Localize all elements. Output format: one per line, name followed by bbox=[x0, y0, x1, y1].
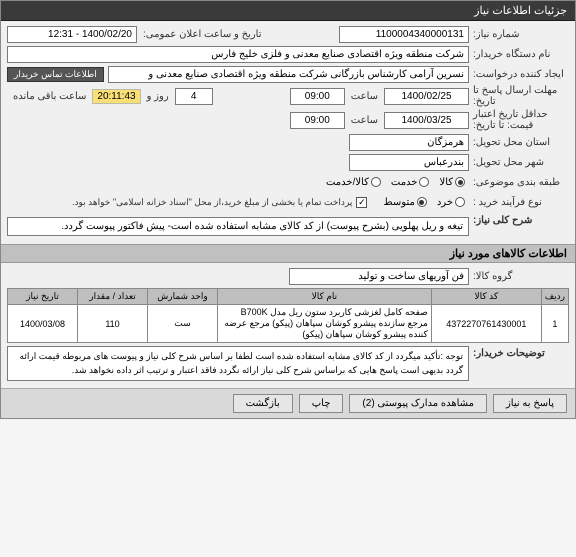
form-area: شماره نیاز: 1100004340000131 تاریخ و ساع… bbox=[1, 21, 575, 244]
window-title: جزئیات اطلاعات نیاز bbox=[474, 5, 567, 17]
label-general-desc: شرح کلی نیاز: bbox=[469, 215, 569, 226]
field-need-number: 1100004340000131 bbox=[339, 26, 469, 43]
field-creator: نسرین آرامی کارشناس بازرگانی شرکت منطقه … bbox=[108, 66, 469, 83]
radio-circle-icon bbox=[371, 177, 381, 187]
attachments-button[interactable]: مشاهده مدارک پیوستی (2) bbox=[349, 394, 487, 413]
field-valid-time: 09:00 bbox=[290, 112, 345, 129]
th-idx: ردیف bbox=[541, 289, 568, 305]
label-days: روز و bbox=[141, 91, 175, 102]
footer-buttons: پاسخ به نیاز مشاهده مدارک پیوستی (2) چاپ… bbox=[1, 388, 575, 418]
back-button[interactable]: بازگشت bbox=[233, 394, 293, 413]
cell-qty: 110 bbox=[78, 305, 148, 343]
label-need-number: شماره نیاز: bbox=[469, 29, 569, 40]
label-buyer-notes: توضیحات خریدار: bbox=[469, 346, 569, 359]
field-announce-dt: 1400/02/20 - 12:31 bbox=[7, 26, 137, 43]
items-area: گروه کالا: فن آوریهای ساخت و تولید ردیف … bbox=[1, 263, 575, 388]
label-deadline-valid: حداقل تاریخ اعتبار قیمت: تا تاریخ: bbox=[469, 109, 569, 131]
row-buy-type: نوع فرآیند خرید : خرد متوسط پرداخت تمام … bbox=[7, 193, 569, 211]
label-buyer-name: نام دستگاه خریدار: bbox=[469, 49, 569, 60]
label-grouping: طبقه بندی موضوعی: bbox=[469, 177, 569, 188]
th-date: تاریخ نیاز bbox=[8, 289, 78, 305]
row-creator: ایجاد کننده درخواست: نسرین آرامی کارشناس… bbox=[7, 65, 569, 83]
grouping-radiogroup: کالا خدمت کالا/خدمت bbox=[322, 177, 469, 188]
treasury-note: پرداخت تمام یا بخشی از مبلغ خرید،از محل … bbox=[72, 197, 356, 208]
buyer-notes-text: توجه :تأکید میگردد از کد کالای مشابه است… bbox=[7, 346, 469, 381]
label-item-group: گروه کالا: bbox=[469, 271, 569, 282]
row-buyer-notes: توضیحات خریدار: توجه :تأکید میگردد از کد… bbox=[7, 346, 569, 381]
th-unit: واحد شمارش bbox=[148, 289, 218, 305]
field-submit-date: 1400/02/25 bbox=[384, 88, 469, 105]
buyer-contact-link[interactable]: اطلاعات تماس خریدار bbox=[7, 67, 104, 82]
label-announce-dt: تاریخ و ساعت اعلان عمومی: bbox=[137, 29, 268, 40]
field-city: بندرعباس bbox=[349, 154, 469, 171]
row-delivery-city: شهر محل تحویل: بندرعباس bbox=[7, 153, 569, 171]
cell-name: صفحه کامل لغزشی کاربرد ستون ریل مدل B700… bbox=[218, 305, 432, 343]
radio-dot-icon bbox=[417, 197, 427, 207]
row-need-number: شماره نیاز: 1100004340000131 تاریخ و ساع… bbox=[7, 25, 569, 43]
field-item-group: فن آوریهای ساخت و تولید bbox=[289, 268, 469, 285]
general-desc-box: تیغه و ریل پهلویی (بشرح پیوست) از کد کال… bbox=[7, 217, 469, 236]
window-titlebar: جزئیات اطلاعات نیاز bbox=[1, 1, 575, 21]
label-city: شهر محل تحویل: bbox=[469, 157, 569, 168]
row-deadline-valid: حداقل تاریخ اعتبار قیمت: تا تاریخ: 1400/… bbox=[7, 109, 569, 131]
field-countdown-days: 4 bbox=[175, 88, 213, 105]
cell-code: 4372270761430001 bbox=[431, 305, 541, 343]
label-deadline-submit: مهلت ارسال پاسخ تا تاریخ: bbox=[469, 85, 569, 107]
row-general-desc: شرح کلی نیاز: تیغه و ریل پهلویی (بشرح پی… bbox=[7, 215, 569, 238]
radio-kala-khedmat[interactable]: کالا/خدمت bbox=[322, 177, 385, 188]
field-buyer-name: شرکت منطقه ویژه اقتصادی صنایع معدنی و فل… bbox=[7, 46, 469, 63]
row-item-group: گروه کالا: فن آوریهای ساخت و تولید bbox=[7, 267, 569, 285]
radio-circle-icon bbox=[455, 197, 465, 207]
cell-unit: ست bbox=[148, 305, 218, 343]
label-time-1: ساعت bbox=[345, 91, 384, 102]
label-province: استان محل تحویل: bbox=[469, 137, 569, 148]
row-buyer-name: نام دستگاه خریدار: شرکت منطقه ویژه اقتصا… bbox=[7, 45, 569, 63]
radio-circle-icon bbox=[419, 177, 429, 187]
field-submit-time: 09:00 bbox=[290, 88, 345, 105]
field-valid-date: 1400/03/25 bbox=[384, 112, 469, 129]
reply-button[interactable]: پاسخ به نیاز bbox=[493, 394, 567, 413]
label-remaining: ساعت باقی مانده bbox=[7, 91, 92, 102]
cell-idx: 1 bbox=[541, 305, 568, 343]
radio-kala[interactable]: کالا bbox=[435, 177, 469, 188]
row-delivery-province: استان محل تحویل: هرمزگان bbox=[7, 133, 569, 151]
th-qty: تعداد / مقدار bbox=[78, 289, 148, 305]
radio-dot-icon bbox=[455, 177, 465, 187]
countdown-timer: 20:11:43 bbox=[92, 89, 140, 104]
treasury-checkbox[interactable] bbox=[356, 197, 367, 208]
print-button[interactable]: چاپ bbox=[299, 394, 344, 413]
label-time-2: ساعت bbox=[345, 115, 384, 126]
label-creator: ایجاد کننده درخواست: bbox=[469, 69, 569, 80]
label-buy-type: نوع فرآیند خرید : bbox=[469, 197, 569, 208]
table-header-row: ردیف کد کالا نام کالا واحد شمارش تعداد /… bbox=[8, 289, 569, 305]
section-items-header: اطلاعات کالاهای مورد نیاز bbox=[1, 244, 575, 263]
radio-khord[interactable]: خرد bbox=[433, 197, 469, 208]
buytype-radiogroup: خرد متوسط bbox=[379, 197, 469, 208]
row-grouping: طبقه بندی موضوعی: کالا خدمت کالا/خدمت bbox=[7, 173, 569, 191]
field-province: هرمزگان bbox=[349, 134, 469, 151]
th-name: نام کالا bbox=[218, 289, 432, 305]
radio-khedmat[interactable]: خدمت bbox=[387, 177, 434, 188]
need-details-window: جزئیات اطلاعات نیاز شماره نیاز: 11000043… bbox=[0, 0, 576, 419]
cell-date: 1400/03/08 bbox=[8, 305, 78, 343]
radio-motavasset[interactable]: متوسط bbox=[379, 197, 430, 208]
items-table: ردیف کد کالا نام کالا واحد شمارش تعداد /… bbox=[7, 288, 569, 343]
th-code: کد کالا bbox=[431, 289, 541, 305]
row-deadline-submit: مهلت ارسال پاسخ تا تاریخ: 1400/02/25 ساع… bbox=[7, 85, 569, 107]
table-row[interactable]: 1 4372270761430001 صفحه کامل لغزشی کاربر… bbox=[8, 305, 569, 343]
